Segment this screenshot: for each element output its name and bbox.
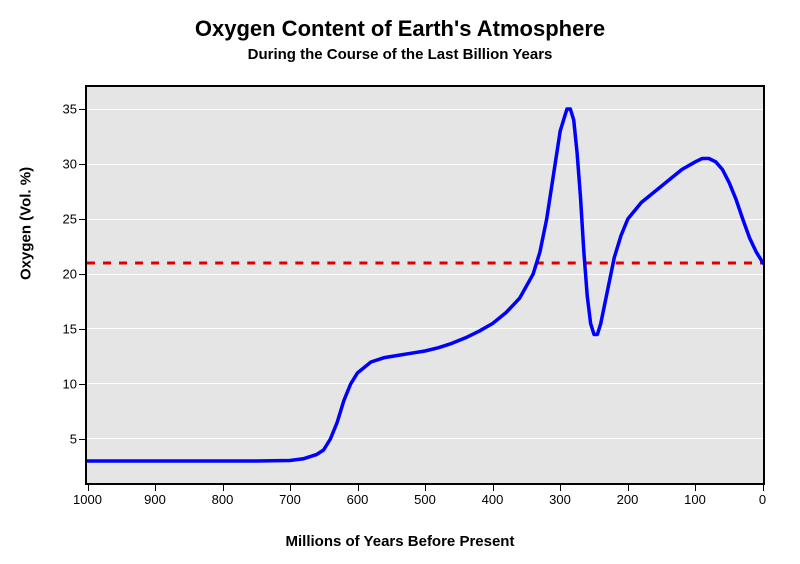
oxygen-chart: Oxygen Content of Earth's Atmosphere Dur… [0,0,800,564]
gridline [87,438,763,439]
x-tick-label: 600 [347,492,369,507]
x-tick-mark [763,485,764,491]
chart-subtitle: During the Course of the Last Billion Ye… [0,46,800,63]
x-tick-mark [493,485,494,491]
y-tick-label: 20 [47,267,77,282]
y-tick-label: 30 [47,157,77,172]
x-tick-mark [290,485,291,491]
plot-area [85,85,765,485]
y-axis-label: Oxygen (Vol. %) [18,167,35,280]
x-tick-label: 300 [549,492,571,507]
x-tick-label: 900 [144,492,166,507]
x-axis-label: Millions of Years Before Present [0,533,800,550]
x-tick-label: 0 [759,492,766,507]
y-tick-label: 10 [47,376,77,391]
x-tick-label: 700 [279,492,301,507]
y-tick-label: 5 [47,431,77,446]
y-tick-mark [79,274,85,275]
x-tick-label: 400 [482,492,504,507]
oxygen-series-line [87,109,763,461]
x-tick-label: 500 [414,492,436,507]
x-tick-mark [628,485,629,491]
x-tick-mark [155,485,156,491]
x-tick-label: 800 [212,492,234,507]
y-tick-mark [79,164,85,165]
x-tick-mark [88,485,89,491]
chart-title: Oxygen Content of Earth's Atmosphere [0,16,800,42]
y-tick-label: 15 [47,321,77,336]
x-tick-mark [223,485,224,491]
x-tick-label: 1000 [73,492,102,507]
x-tick-label: 200 [617,492,639,507]
x-tick-mark [695,485,696,491]
x-tick-mark [358,485,359,491]
gridline [87,383,763,384]
gridline [87,219,763,220]
gridline [87,109,763,110]
y-tick-label: 25 [47,212,77,227]
plot-svg [87,87,763,483]
y-tick-mark [79,439,85,440]
gridline [87,164,763,165]
y-tick-label: 35 [47,102,77,117]
x-tick-label: 100 [684,492,706,507]
x-tick-mark [425,485,426,491]
x-tick-mark [560,485,561,491]
gridline [87,274,763,275]
gridline [87,328,763,329]
y-tick-mark [79,329,85,330]
y-tick-mark [79,219,85,220]
y-tick-mark [79,109,85,110]
y-tick-mark [79,384,85,385]
